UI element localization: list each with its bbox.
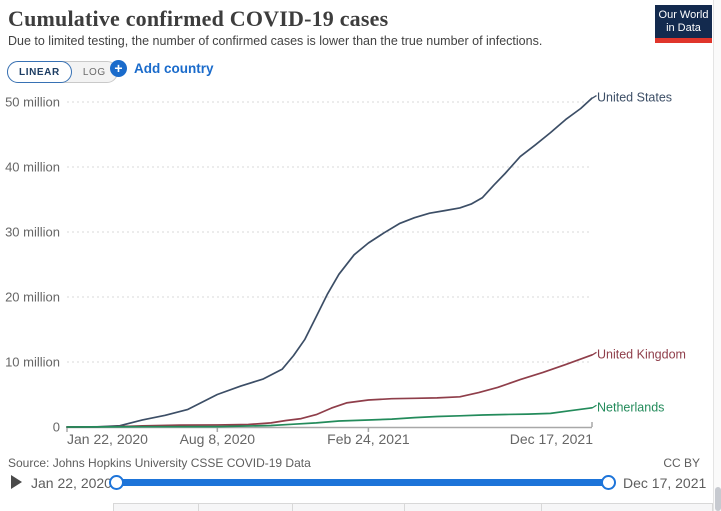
owid-logo[interactable]: Our World in Data [655,5,712,43]
logo-accent-bar [655,38,712,43]
scrollbar-track[interactable] [713,0,721,511]
y-axis-tick-label: 50 million [5,95,60,110]
y-axis-tick-label: 10 million [5,355,60,370]
series-line-united-states[interactable] [66,97,593,428]
scale-linear-button[interactable]: LINEAR [7,61,72,83]
timeline-end-label: Dec 17, 2021 [623,475,707,491]
page-title: Cumulative confirmed COVID-19 cases [8,6,389,31]
series-label-connector [592,351,597,356]
x-axis-tick-label: Jan 22, 2020 [67,431,148,447]
x-axis-tick-label: Feb 24, 2021 [327,431,410,447]
timeline-end-handle[interactable] [601,474,616,490]
y-axis-tick-label: 40 million [5,160,60,175]
series-label-netherlands: Netherlands [597,400,664,414]
play-button[interactable] [10,474,23,490]
data-table-edge [113,503,713,511]
series-line-united-kingdom[interactable] [66,354,593,428]
add-country-label: Add country [134,61,214,76]
series-label-connector [592,95,597,99]
series-line-netherlands[interactable] [66,406,593,428]
y-axis-tick-label: 30 million [5,225,60,240]
series-label-united-states: United States [597,91,672,105]
table-header-cell [114,504,199,511]
series-label-united-kingdom: United Kingdom [597,347,686,361]
table-header-cell [293,504,406,511]
source-note: Source: Johns Hopkins University CSSE CO… [8,456,311,470]
x-axis-tick-label: Aug 8, 2020 [180,431,256,447]
y-axis-tick-label: 0 [53,420,60,435]
timeline-slider[interactable] [109,474,616,490]
chart-subtitle: Due to limited testing, the number of co… [8,34,543,48]
line-chart: 0 10 million 20 million 30 million 40 millio… [5,91,686,447]
scale-log-button[interactable]: LOG [72,62,117,82]
timeline-start-handle[interactable] [109,474,124,490]
series-label-connector [592,404,597,409]
timeline-start-label: Jan 22, 2020 [31,475,112,491]
plus-circle-icon: + [110,60,127,77]
logo-line2: in Data [666,22,701,34]
table-header-cell [199,504,294,511]
y-axis-tick-label: 20 million [5,290,60,305]
x-axis-tick-label: Dec 17, 2021 [510,431,593,447]
add-country-button[interactable]: + Add country [110,60,214,77]
table-header-cell [542,504,712,511]
scrollbar-thumb[interactable] [715,487,721,511]
scale-toggle: LINEAR LOG [7,61,118,83]
logo-line1: Our World [658,9,709,21]
license-link[interactable]: CC BY [663,456,700,470]
table-header-cell [405,504,542,511]
play-icon [11,475,22,489]
